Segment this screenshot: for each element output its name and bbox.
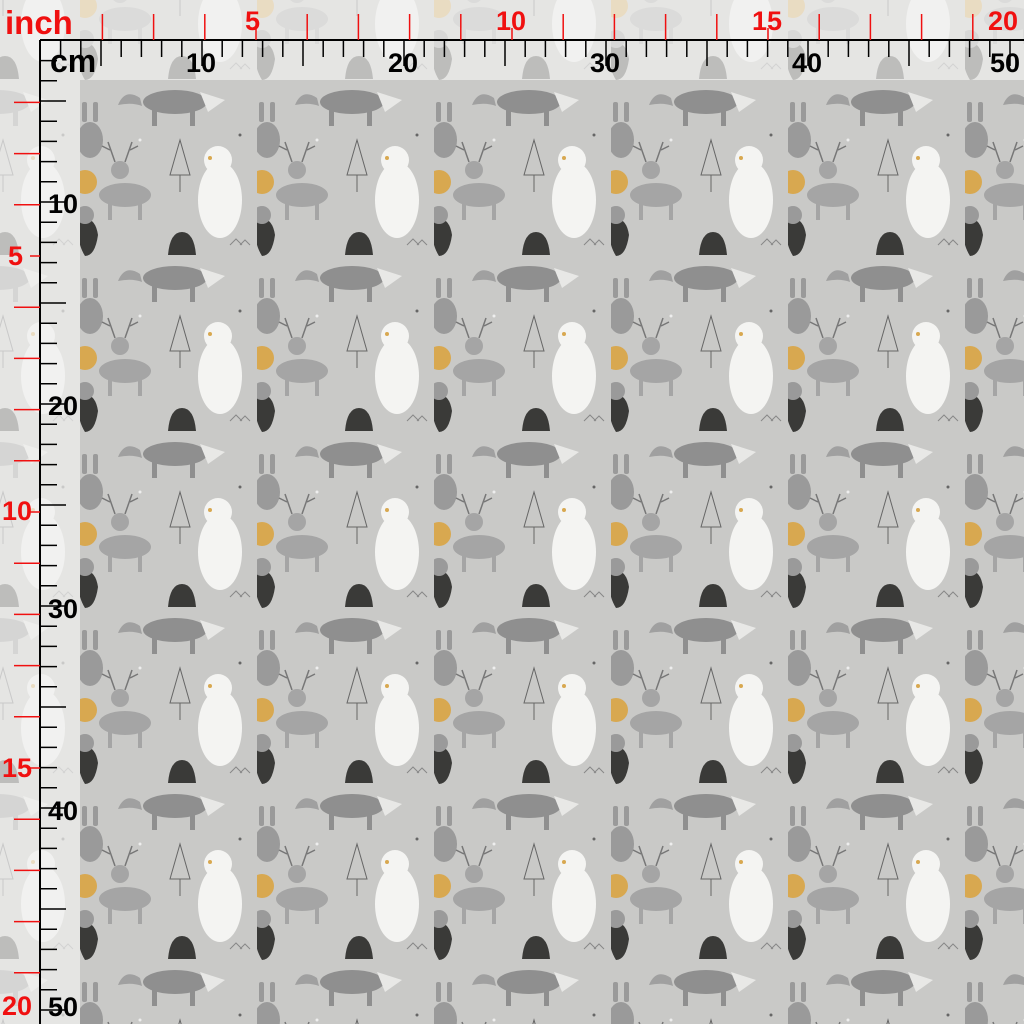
left-inch-label: 15 xyxy=(2,753,33,783)
top-inch-label: 10 xyxy=(496,6,527,36)
left-cm-label: 40 xyxy=(48,796,79,826)
left-inch-label: 10 xyxy=(2,496,33,526)
top-cm-label: 10 xyxy=(186,48,217,78)
top-inch-label: 15 xyxy=(752,6,783,36)
left-cm-label: 50 xyxy=(48,992,79,1022)
cm-unit-label: cm xyxy=(50,43,97,79)
top-cm-label: 40 xyxy=(792,48,823,78)
inch-unit-label: inch xyxy=(5,4,73,41)
top-cm-label: 20 xyxy=(388,48,419,78)
top-cm-label: 50 xyxy=(990,48,1021,78)
top-cm-label: 30 xyxy=(590,48,621,78)
left-cm-label: 10 xyxy=(48,189,79,219)
left-cm-label: 20 xyxy=(48,391,79,421)
top-inch-label: 20 xyxy=(988,6,1019,36)
left-inch-label: 5 xyxy=(8,241,24,271)
left-cm-label: 30 xyxy=(48,594,79,624)
top-inch-label: 5 xyxy=(245,6,261,36)
left-inch-label: 20 xyxy=(2,991,33,1021)
